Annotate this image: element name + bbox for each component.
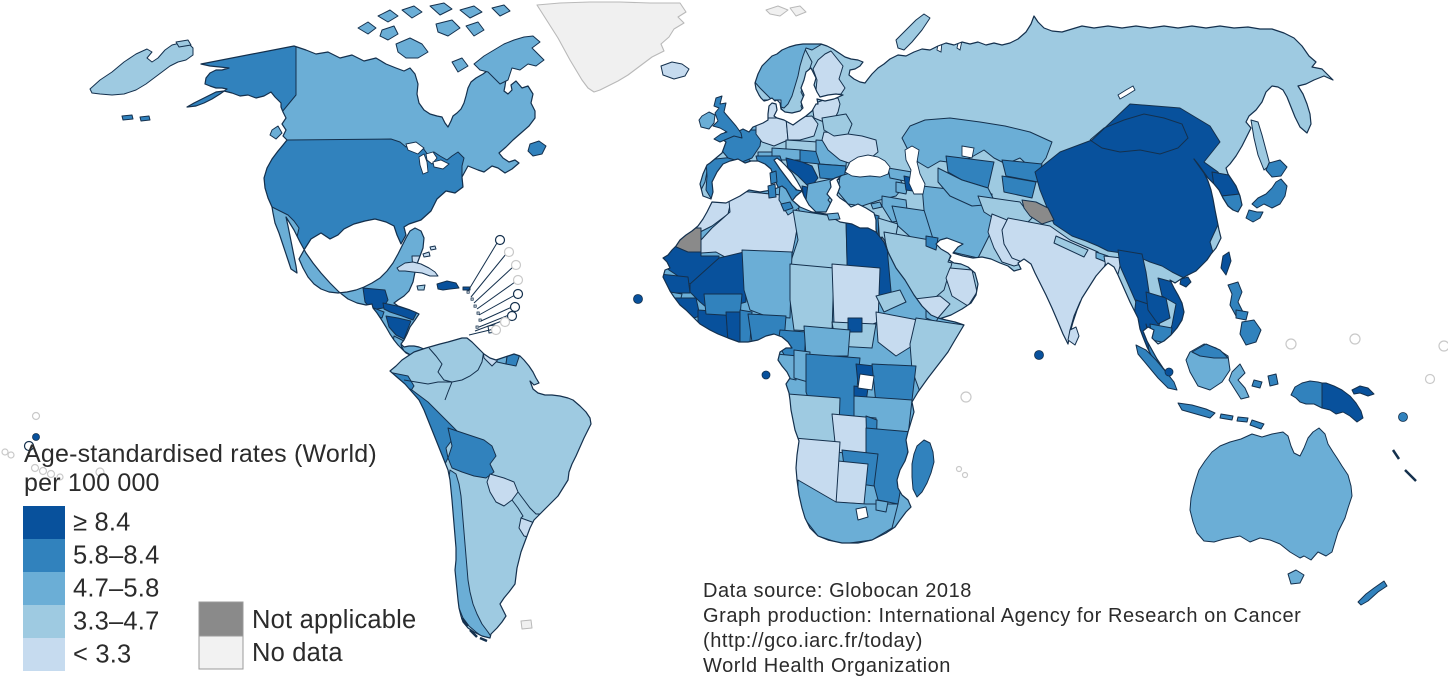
svg-text:per 100 000: per 100 000 <box>24 469 160 497</box>
svg-text:No data: No data <box>252 639 343 667</box>
svg-text:World Health Organization: World Health Organization <box>703 655 951 677</box>
svg-text:< 3.3: < 3.3 <box>73 641 131 669</box>
svg-text:Graph production: Internationa: Graph production: International Agency f… <box>703 605 1301 627</box>
svg-text:Age-standardised rates (World): Age-standardised rates (World) <box>24 440 377 468</box>
svg-text:3.3–4.7: 3.3–4.7 <box>73 608 159 636</box>
svg-text:≥ 8.4: ≥ 8.4 <box>73 509 131 537</box>
svg-text:Not applicable: Not applicable <box>252 606 416 634</box>
svg-text:Data source: Globocan 2018: Data source: Globocan 2018 <box>703 580 972 602</box>
svg-text:5.8–8.4: 5.8–8.4 <box>73 542 159 570</box>
svg-text:4.7–5.8: 4.7–5.8 <box>73 575 159 603</box>
svg-text:(http://gco.iarc.fr/today): (http://gco.iarc.fr/today) <box>703 630 923 652</box>
